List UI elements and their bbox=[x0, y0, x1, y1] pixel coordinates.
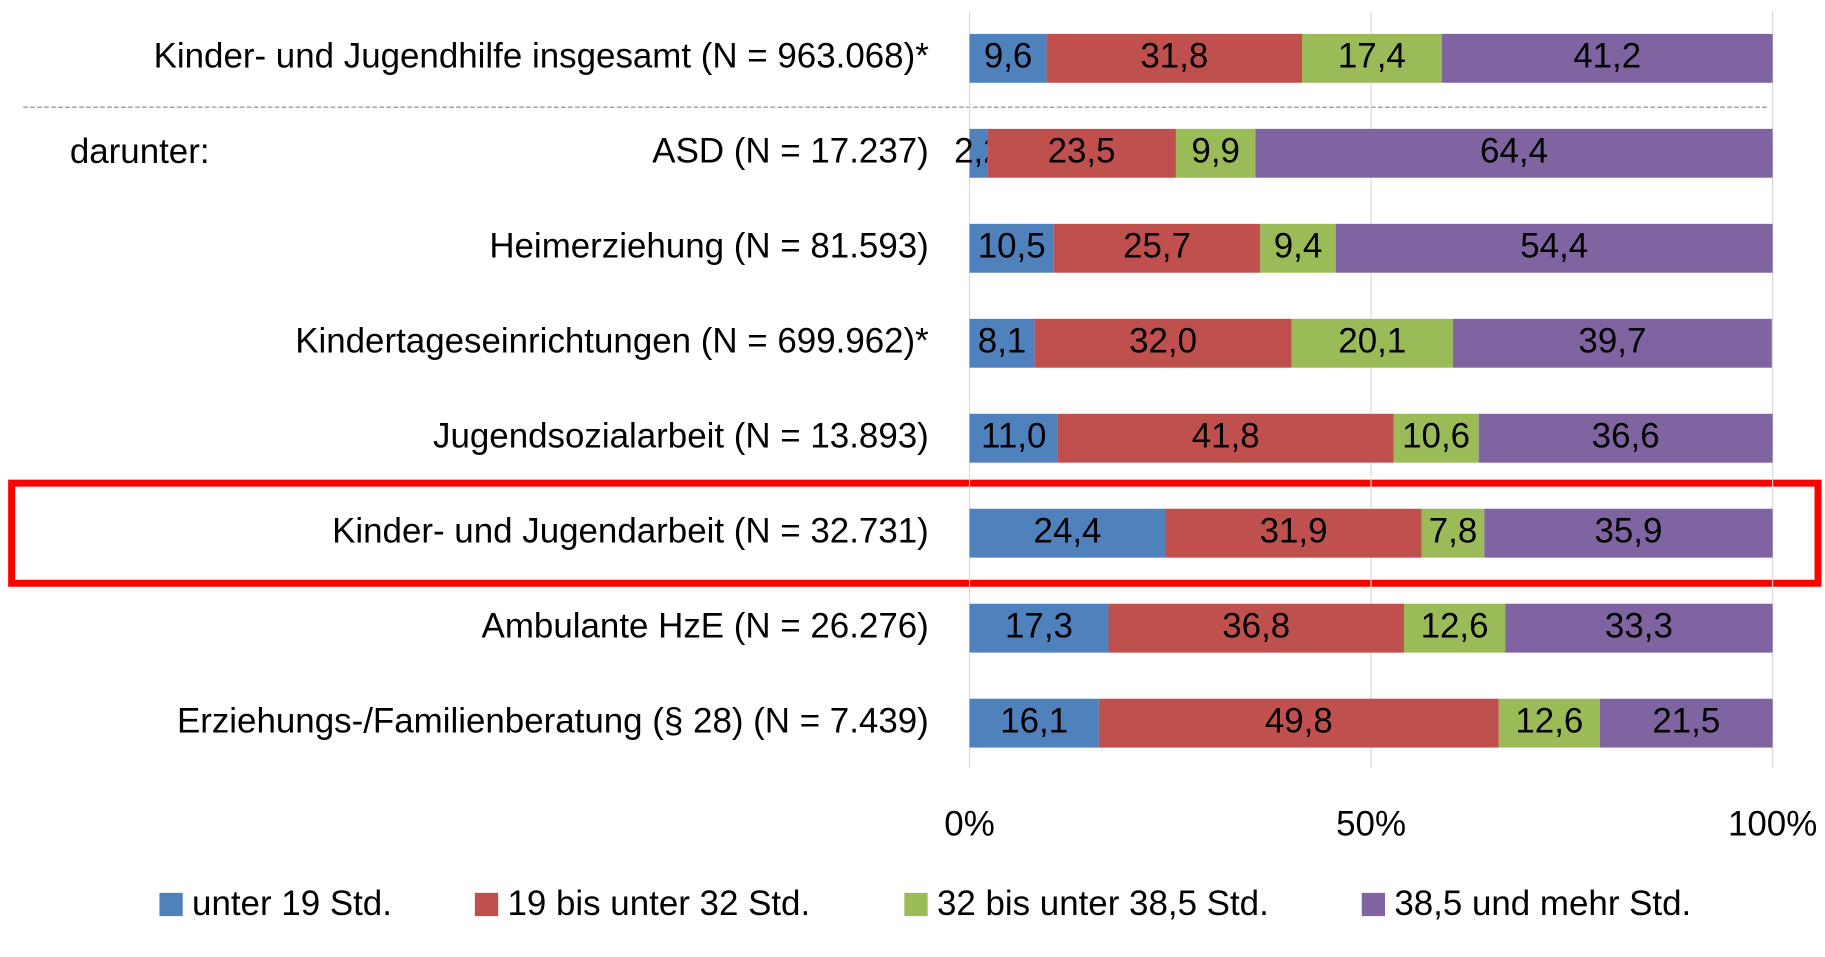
bar-segment bbox=[1291, 318, 1453, 368]
legend-label: unter 19 Std. bbox=[192, 884, 392, 923]
data-label: 8,1 bbox=[978, 321, 1027, 360]
bar-segment bbox=[969, 33, 1047, 83]
data-label: 32,0 bbox=[1129, 321, 1197, 360]
data-label: 36,8 bbox=[1222, 606, 1290, 645]
y-tick-label: Ambulante HzE (N = 26.276) bbox=[482, 606, 929, 645]
data-label: 20,1 bbox=[1338, 321, 1406, 360]
bar-segment bbox=[1165, 508, 1422, 558]
bar-segment bbox=[1452, 318, 1772, 368]
data-label: 39,7 bbox=[1578, 321, 1646, 360]
data-label: 33,3 bbox=[1605, 606, 1673, 645]
data-label: 21,5 bbox=[1652, 701, 1720, 740]
bar-segment bbox=[1046, 33, 1303, 83]
y-tick-label: Kinder- und Jugendhilfe insgesamt (N = 9… bbox=[154, 37, 930, 76]
highlight-box bbox=[8, 479, 1822, 587]
legend-label: 32 bis unter 38,5 Std. bbox=[937, 884, 1269, 923]
y-tick-label: Kinder- und Jugendarbeit (N = 32.731) bbox=[332, 511, 929, 550]
bar-segment bbox=[969, 128, 988, 178]
y-tick-label: Heimerziehung (N = 81.593) bbox=[489, 226, 928, 265]
data-label: 16,1 bbox=[1000, 701, 1068, 740]
data-label: 9,9 bbox=[1191, 132, 1240, 171]
bar-segment bbox=[1302, 33, 1442, 83]
x-tick-label: 0% bbox=[944, 805, 994, 844]
legend-label: 38,5 und mehr Std. bbox=[1394, 884, 1691, 923]
data-label: 31,9 bbox=[1260, 511, 1328, 550]
data-label: 36,6 bbox=[1592, 416, 1660, 455]
data-label: 9,4 bbox=[1274, 226, 1323, 265]
legend-swatch bbox=[904, 892, 928, 917]
bar-segment bbox=[969, 508, 1166, 558]
legend-swatch bbox=[474, 892, 499, 917]
data-label: 12,6 bbox=[1421, 606, 1489, 645]
bar-segment bbox=[1057, 413, 1394, 463]
data-label: 41,2 bbox=[1573, 37, 1641, 76]
y-tick-label: Kindertageseinrichtungen (N = 699.962)* bbox=[295, 321, 929, 360]
annotation: darunter: bbox=[70, 132, 210, 171]
bar-segment bbox=[1498, 698, 1600, 748]
bar-segment bbox=[987, 128, 1176, 178]
legend-label: 19 bis unter 32 Std. bbox=[507, 884, 810, 923]
data-label: 11,0 bbox=[981, 416, 1046, 455]
y-tick-label: ASD (N = 17.237) bbox=[652, 132, 928, 171]
bar-segment bbox=[1484, 508, 1773, 558]
bar-segment bbox=[969, 603, 1109, 653]
data-label: 64,4 bbox=[1480, 132, 1548, 171]
data-label: 41,8 bbox=[1192, 416, 1260, 455]
data-label: 7,8 bbox=[1429, 511, 1478, 550]
bar-segment bbox=[1505, 603, 1773, 653]
bar-segment bbox=[969, 223, 1054, 273]
bar-segment bbox=[1404, 603, 1506, 653]
bar-segment bbox=[1393, 413, 1479, 463]
data-label: 54,4 bbox=[1520, 226, 1588, 265]
legend-swatch bbox=[1361, 892, 1386, 917]
data-label: 31,8 bbox=[1140, 37, 1208, 76]
data-label: 49,8 bbox=[1265, 701, 1333, 740]
data-label: 35,9 bbox=[1594, 511, 1662, 550]
bar-segment bbox=[1034, 318, 1292, 368]
bar-segment bbox=[969, 698, 1099, 748]
data-label: 24,4 bbox=[1034, 511, 1102, 550]
legend-swatch bbox=[159, 892, 183, 917]
data-label: 10,6 bbox=[1402, 416, 1470, 455]
bar-segment bbox=[969, 318, 1035, 368]
y-tick-label: Jugendsozialarbeit (N = 13.893) bbox=[433, 416, 929, 455]
bar-segment bbox=[1098, 698, 1499, 748]
bar-segment bbox=[1175, 128, 1256, 178]
x-tick-label: 100% bbox=[1728, 805, 1817, 844]
data-label: 25,7 bbox=[1123, 226, 1191, 265]
bar-segment bbox=[1255, 128, 1773, 178]
data-label: 10,5 bbox=[978, 226, 1046, 265]
bar-segment bbox=[1053, 223, 1261, 273]
bar-segment bbox=[1478, 413, 1773, 463]
data-label: 17,3 bbox=[1005, 606, 1073, 645]
bar-segment bbox=[1108, 603, 1405, 653]
bar-segment bbox=[1260, 223, 1336, 273]
bar-segment bbox=[1441, 33, 1773, 83]
bar-segment bbox=[1335, 223, 1773, 273]
data-label: 9,6 bbox=[984, 37, 1033, 76]
data-label: 23,5 bbox=[1048, 132, 1116, 171]
x-tick-label: 50% bbox=[1336, 805, 1406, 844]
data-label: 12,6 bbox=[1515, 701, 1583, 740]
y-tick-label: Erziehungs-/Familienberatung (§ 28) (N =… bbox=[177, 701, 929, 740]
bar-segment bbox=[969, 413, 1058, 463]
data-label: 17,4 bbox=[1338, 37, 1406, 76]
bar-segment bbox=[1421, 508, 1485, 558]
bar-segment bbox=[1599, 698, 1773, 748]
